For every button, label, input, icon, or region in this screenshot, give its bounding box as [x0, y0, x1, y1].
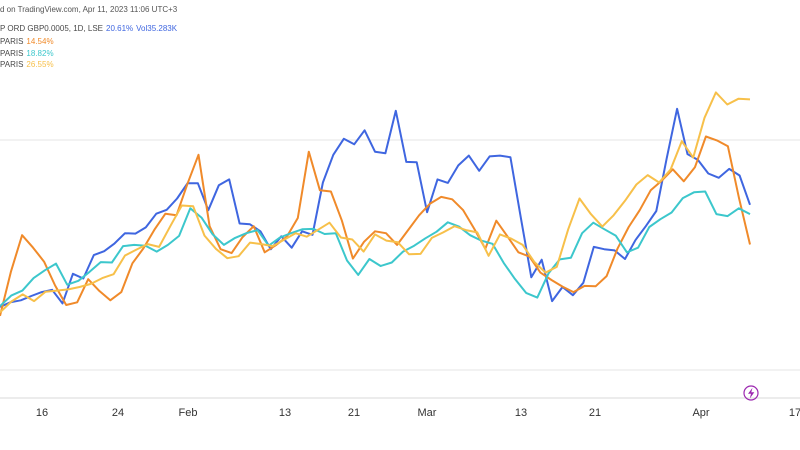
x-tick-label: 21 — [348, 407, 360, 419]
x-tick-label: 17 — [789, 407, 800, 419]
legend-label: P ORD GBP0.0005, 1D, LSE — [0, 24, 104, 33]
legend-value: 14.54% — [26, 37, 54, 46]
x-tick-label: Apr — [692, 407, 709, 419]
legend-value: 26.55% — [26, 60, 54, 69]
series-line-1 — [0, 107, 751, 308]
x-tick-label: 13 — [515, 407, 527, 419]
series-line-2 — [0, 135, 751, 317]
legend-label: PARIS — [0, 49, 24, 58]
series-lines — [0, 91, 751, 317]
x-tick-label: 24 — [112, 407, 124, 419]
x-tick-label: 13 — [279, 407, 291, 419]
legend-entry-main[interactable]: P ORD GBP0.0005, 1D, LSE 20.61% Vol35.283K — [0, 24, 180, 34]
legend-value: 20.61% — [106, 24, 134, 33]
x-tick-label: 21 — [589, 407, 601, 419]
x-tick-label: Mar — [418, 407, 437, 419]
lightning-icon[interactable] — [743, 385, 759, 401]
legend-entry-4[interactable]: PARIS 26.55% — [0, 60, 57, 70]
grid-lines — [0, 139, 800, 399]
legend-entry-2[interactable]: PARIS 14.54% — [0, 37, 57, 47]
legend-volume: Vol35.283K — [136, 24, 178, 33]
legend-entry-3[interactable]: PARIS 18.82% — [0, 49, 57, 59]
x-tick-label: 16 — [36, 407, 48, 419]
legend-value: 18.82% — [26, 49, 54, 58]
series-line-4 — [0, 91, 751, 314]
series-line-3 — [0, 190, 751, 307]
x-axis-ticks: 16 24 Feb 13 21 Mar 13 21 Apr 17 — [36, 407, 800, 419]
x-tick-label: Feb — [179, 407, 198, 419]
legend-label: PARIS — [0, 60, 24, 69]
legend-label: PARIS — [0, 37, 24, 46]
source-text: d on TradingView.com, Apr 11, 2023 11:06… — [0, 5, 178, 14]
